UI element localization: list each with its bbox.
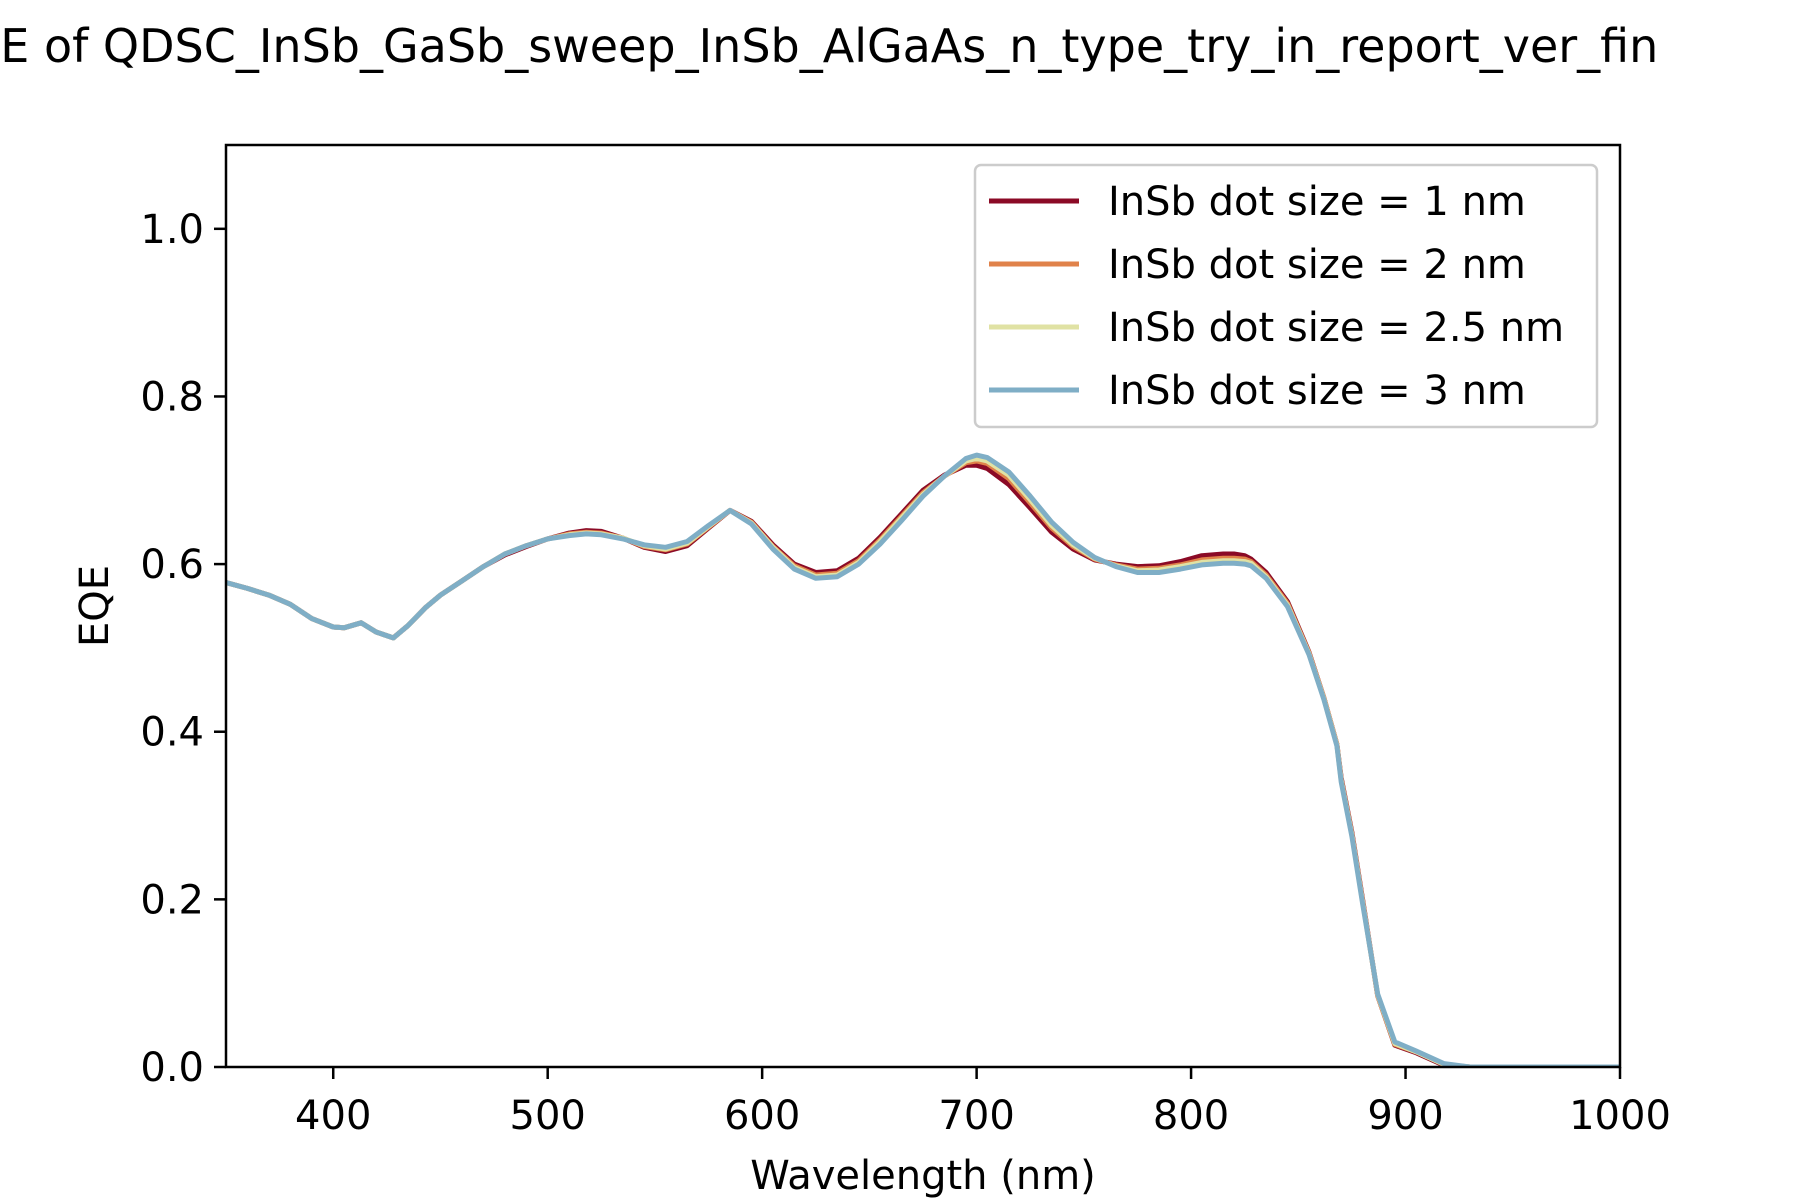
plot-frame [224, 143, 1622, 1069]
y-tick-label: 0.8 [140, 374, 204, 420]
legend-entry: InSb dot size = 1 nm [1108, 179, 1526, 225]
legend-entry: InSb dot size = 2.5 nm [1108, 305, 1564, 351]
chart-title: EQE of QDSC_InSb_GaSb_sweep_InSb_AlGaAs_… [0, 19, 1658, 73]
series-lines [226, 452, 1620, 1067]
x-tick-label: 400 [295, 1093, 371, 1139]
x-tick-label: 800 [1153, 1093, 1229, 1139]
legend: InSb dot size = 1 nm InSb dot size = 2 nm… [973, 163, 1599, 429]
y-tick-label: 0.6 [140, 542, 204, 588]
x-axis-label: Wavelength (nm) [750, 1153, 1096, 1199]
y-tick-label: 0.4 [140, 710, 204, 756]
series-line-2 [226, 458, 1620, 1067]
x-tick-label: 1000 [1569, 1093, 1671, 1139]
legend-entry: InSb dot size = 2 nm [1108, 242, 1526, 288]
y-axis-label: EQE [72, 565, 118, 647]
axes: 400 500 600 700 800 900 1000 0.0 0.2 0.4 0.6 0.8 1.0 [140, 207, 1671, 1139]
series-line-1 [226, 462, 1620, 1067]
x-tick-label: 500 [510, 1093, 586, 1139]
y-tick-label: 0.0 [140, 1045, 204, 1091]
y-tick-label: 1.0 [140, 207, 204, 253]
series-line-3 [226, 456, 1620, 1067]
x-tick-label: 900 [1367, 1093, 1443, 1139]
x-tick-label: 700 [938, 1093, 1014, 1139]
series-line-4 [226, 452, 1620, 1067]
x-tick-label: 600 [724, 1093, 800, 1139]
y-tick-label: 0.2 [140, 877, 204, 923]
legend-box [973, 163, 1599, 429]
legend-entry: InSb dot size = 3 nm [1108, 368, 1526, 414]
